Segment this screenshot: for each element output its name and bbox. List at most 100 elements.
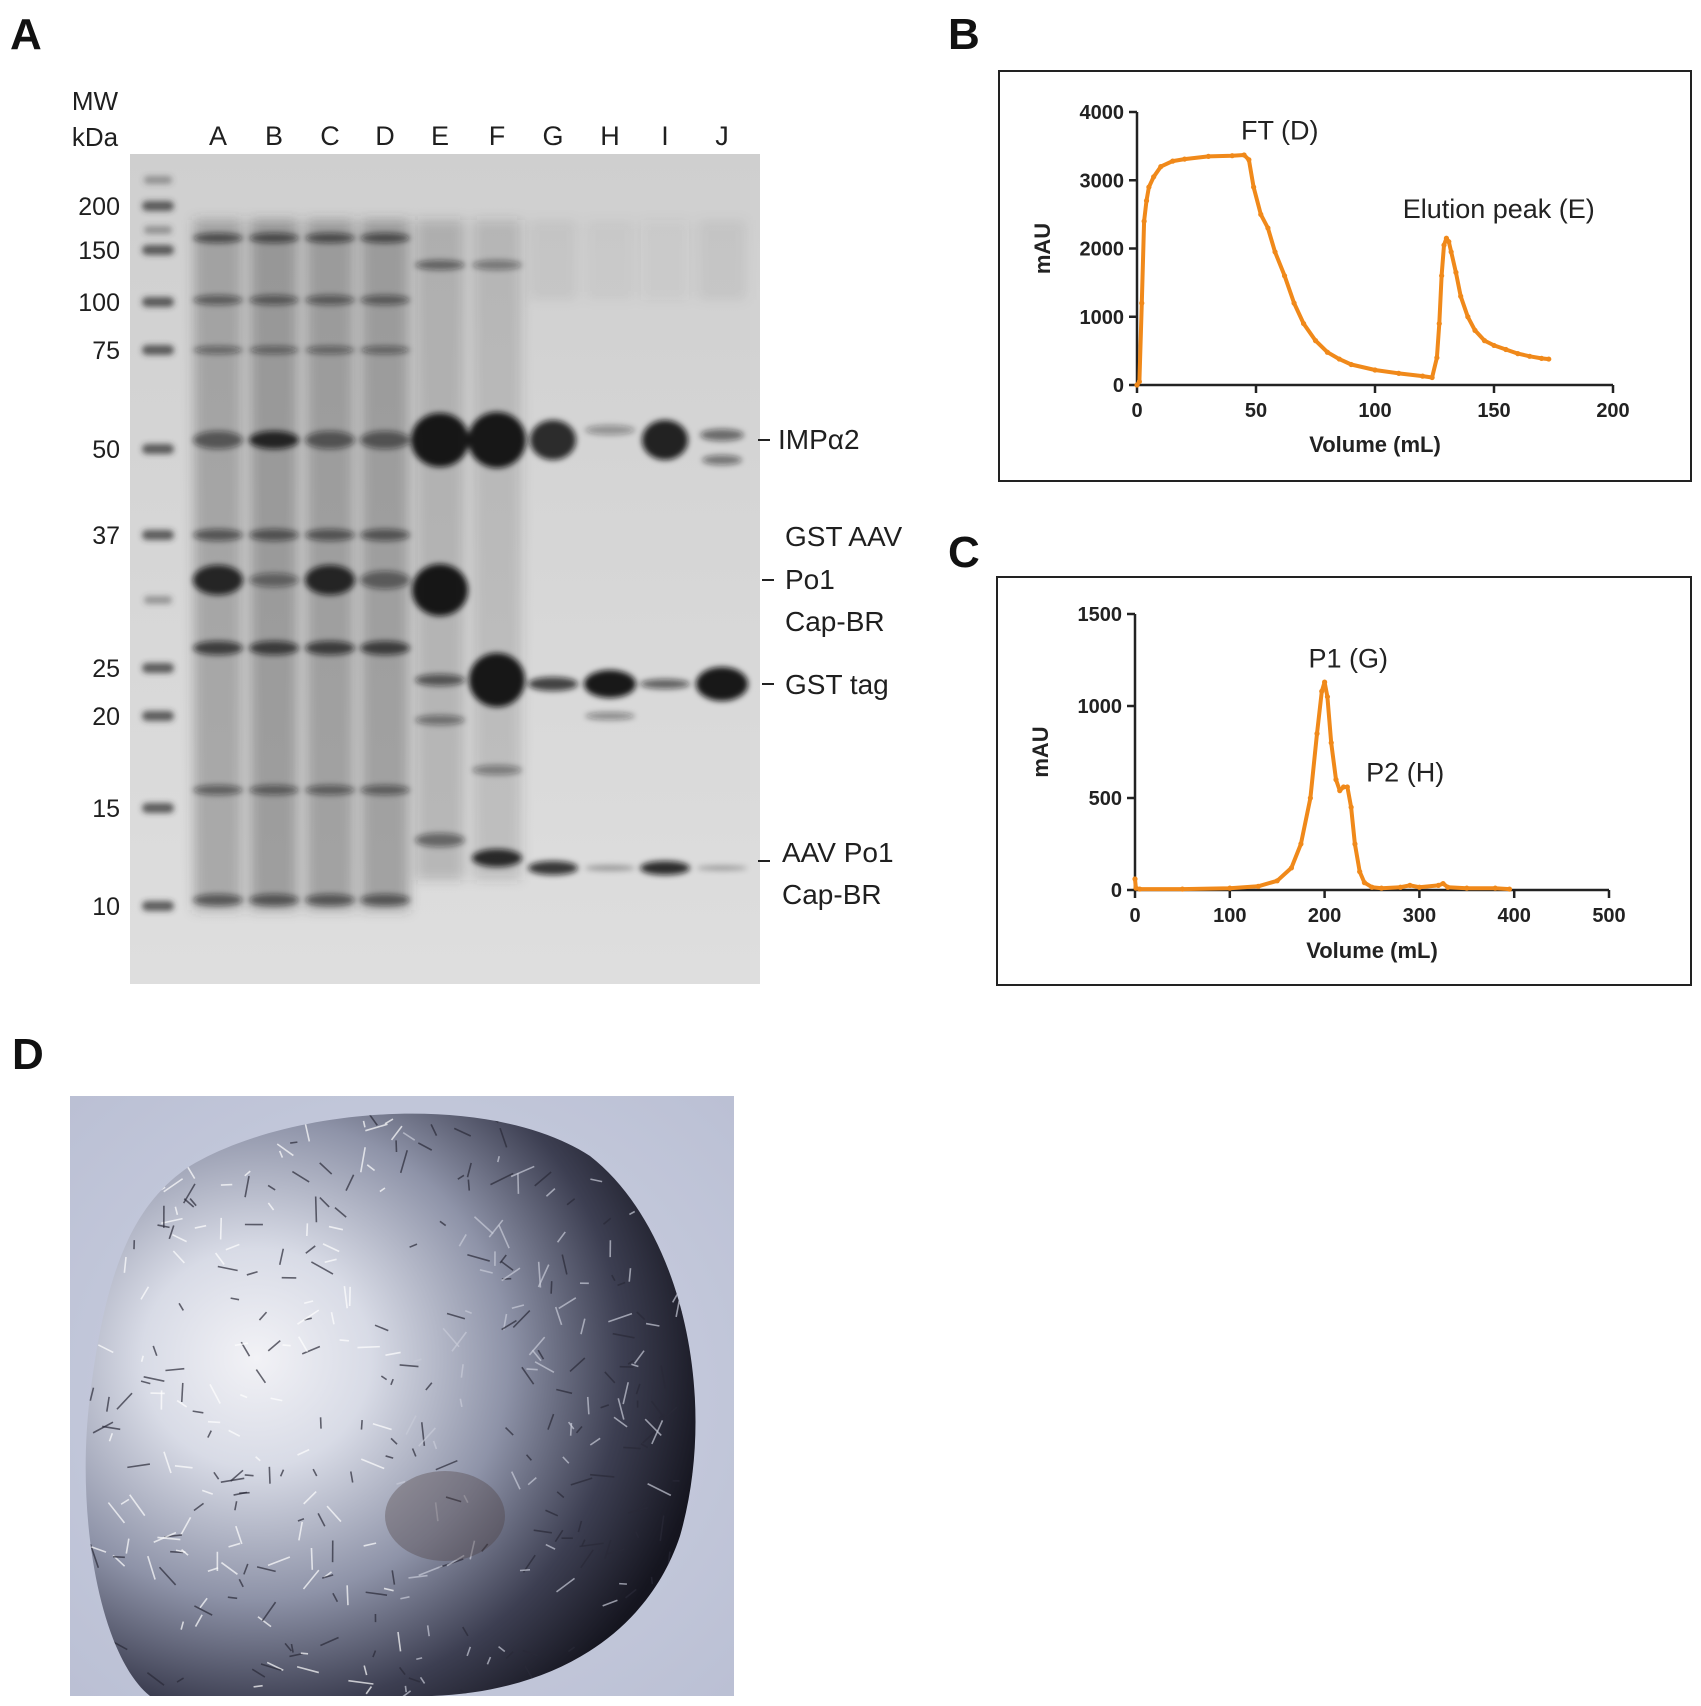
crystal-needle	[413, 1358, 422, 1363]
marker-band	[142, 245, 174, 255]
crystal-needle	[521, 1366, 535, 1385]
data-point	[1539, 355, 1545, 361]
crystal-needle	[499, 1254, 507, 1264]
label-aav-line1: AAV Po1	[782, 837, 894, 868]
crystal-needle	[158, 1566, 177, 1586]
protein-band	[249, 346, 299, 354]
data-point	[1453, 269, 1459, 275]
crystal-needle	[346, 1585, 349, 1606]
data-point	[1369, 884, 1375, 890]
crystal-needle	[339, 1339, 349, 1342]
crystal-needle	[446, 1554, 465, 1567]
protein-band	[360, 641, 410, 655]
crystal-needle	[296, 1666, 320, 1674]
crystal-needle	[172, 1250, 185, 1264]
crystal-needle	[310, 1547, 314, 1570]
protein-band	[415, 833, 465, 847]
crystal-needle	[612, 1332, 635, 1339]
crystal-needle	[451, 1331, 467, 1352]
crystal-needle	[359, 1147, 366, 1173]
crystal-needle	[260, 1663, 282, 1671]
protein-band	[305, 529, 355, 541]
crystal-needle	[586, 1396, 590, 1415]
marker-label-100: 100	[78, 289, 120, 317]
crystal-needle	[365, 1686, 373, 1695]
marker-band	[142, 345, 174, 355]
marker-label-200: 200	[78, 193, 120, 221]
data-point	[1492, 885, 1498, 891]
protein-band	[193, 233, 243, 243]
lane-smear	[416, 220, 464, 880]
crystal-needle	[396, 1480, 406, 1485]
data-point	[1372, 367, 1378, 373]
crystal-needle	[466, 1162, 472, 1178]
crystal-needle	[189, 1198, 197, 1207]
data-point	[1328, 740, 1334, 746]
crystal-needle	[240, 1393, 248, 1399]
data-point	[1227, 885, 1233, 891]
data-point	[1420, 373, 1426, 379]
crystal-needle	[457, 1174, 465, 1180]
crystal-needle	[400, 1690, 412, 1696]
crystal-needle	[408, 1677, 421, 1683]
crystal-needle	[244, 1175, 250, 1198]
protein-band	[193, 529, 243, 541]
crystal-needle	[102, 1425, 121, 1431]
data-point	[1439, 273, 1445, 279]
crystal-needle	[310, 1261, 334, 1275]
data-point	[1151, 174, 1157, 180]
protein-band	[305, 565, 355, 595]
panel-b-letter: B	[948, 10, 980, 59]
crystal-needle	[408, 1574, 428, 1579]
crystal-needle	[659, 1515, 665, 1542]
protein-band	[640, 679, 690, 689]
data-point	[1446, 239, 1452, 245]
crystal-needle	[183, 1198, 195, 1208]
crystal-needle	[467, 1253, 490, 1262]
crystal-needle	[297, 1336, 309, 1353]
crystal-needle	[533, 1529, 552, 1534]
crystal-needle	[627, 1506, 649, 1514]
panel-b-xlabel: Volume (mL)	[1309, 432, 1441, 457]
panel-c-chart-frame: 0 100 200 300 400 500 0 500 1000 1500 Volume (mL)…	[996, 576, 1692, 986]
data-point	[1281, 273, 1288, 279]
crystal-needle	[570, 1477, 593, 1486]
crystal-needle	[525, 1454, 532, 1461]
crystal-needle	[490, 1172, 514, 1186]
crystal-needle	[332, 1592, 339, 1603]
protein-band	[702, 455, 742, 465]
crystal-needle	[417, 1142, 433, 1151]
crystal-needle	[510, 1165, 535, 1178]
crystal-needle	[650, 1576, 654, 1585]
crystal-needle	[360, 1458, 385, 1470]
protein-band	[193, 346, 243, 354]
lane-label-c: C	[320, 121, 340, 151]
crystal-needle	[640, 1443, 649, 1449]
crystal-needle	[442, 1327, 460, 1348]
y-tick-label: 1000	[1078, 696, 1123, 718]
crystal-needle	[580, 1549, 594, 1569]
crystal-needle	[519, 1569, 531, 1572]
lane-labels: A B C D E F G H I J	[209, 121, 729, 151]
lane-label-i: I	[661, 121, 669, 151]
protein-band	[193, 785, 243, 795]
marker-label-25: 25	[92, 655, 120, 683]
data-point	[1182, 156, 1188, 162]
x-tick-label: 100	[1358, 400, 1391, 422]
data-point	[1158, 164, 1164, 170]
crystal-needle	[439, 1220, 447, 1227]
crystal-needle	[617, 1398, 625, 1420]
protein-band	[469, 653, 525, 707]
crystal-needle	[172, 1233, 187, 1243]
crystal-needle	[170, 1550, 184, 1554]
crystal-needle	[537, 1349, 545, 1360]
crystal-needle	[363, 1665, 368, 1676]
data-point	[1340, 784, 1347, 790]
crystal-needle	[399, 1150, 408, 1174]
data-point	[1272, 249, 1278, 255]
crystal-needle	[608, 1312, 633, 1323]
protein-band	[411, 413, 469, 467]
crystal-needle	[227, 1596, 238, 1600]
marker-label-20: 20	[92, 703, 120, 731]
data-point	[1440, 880, 1446, 887]
